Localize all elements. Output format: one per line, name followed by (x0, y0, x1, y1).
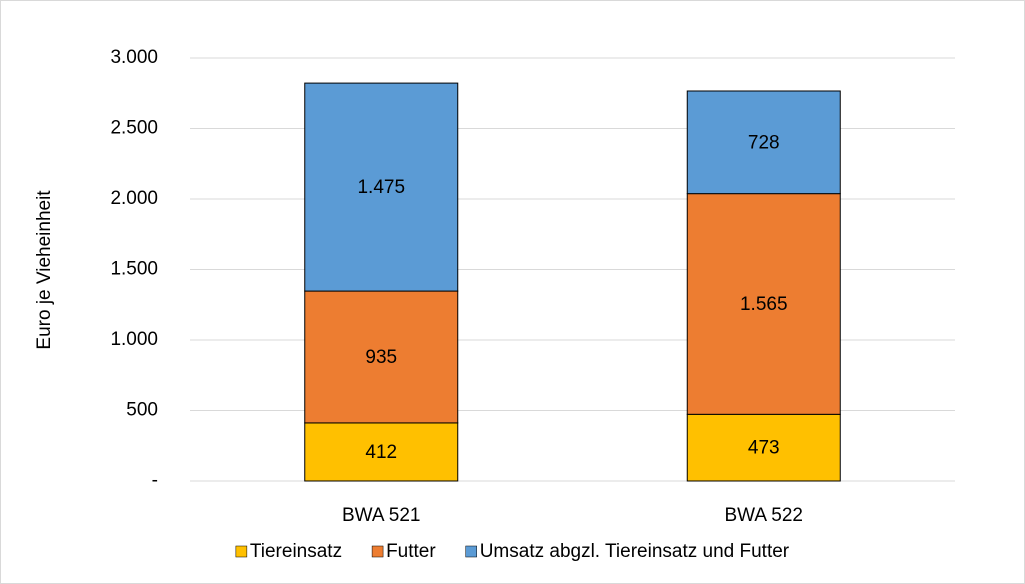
legend-label: Tiereinsatz (250, 541, 342, 562)
bar-segment (304, 82, 459, 292)
data-label: 473 (748, 438, 780, 459)
y-tick-label: 1.500 (110, 259, 158, 280)
bar-segment (686, 413, 841, 482)
y-tick-label: 2.000 (110, 188, 158, 209)
x-tick-label: BWA 522 (724, 505, 803, 526)
data-label: 412 (365, 442, 397, 463)
data-label: 728 (748, 132, 780, 153)
bar-segment (304, 422, 459, 482)
y-tick-label: - (152, 470, 158, 491)
bar-segment (686, 90, 841, 195)
legend-label: Futter (386, 541, 436, 562)
legend-label: Umsatz abgzl. Tiereinsatz und Futter (480, 541, 790, 562)
bar-segment (304, 290, 459, 424)
legend-swatch (371, 545, 384, 558)
bar-segment (686, 193, 841, 415)
y-tick-label: 1.000 (110, 329, 158, 350)
y-axis-label: Euro je Vieheinheit (34, 190, 55, 350)
x-tick-label: BWA 521 (342, 505, 421, 526)
data-label: 1.475 (357, 177, 405, 198)
data-label: 1.565 (740, 294, 788, 315)
y-tick-label: 500 (126, 400, 158, 421)
y-tick-label: 3.000 (110, 47, 158, 68)
legend-swatch (465, 545, 477, 558)
data-label: 935 (365, 347, 397, 368)
y-tick-label: 2.500 (110, 118, 158, 139)
legend-swatch (235, 545, 248, 558)
